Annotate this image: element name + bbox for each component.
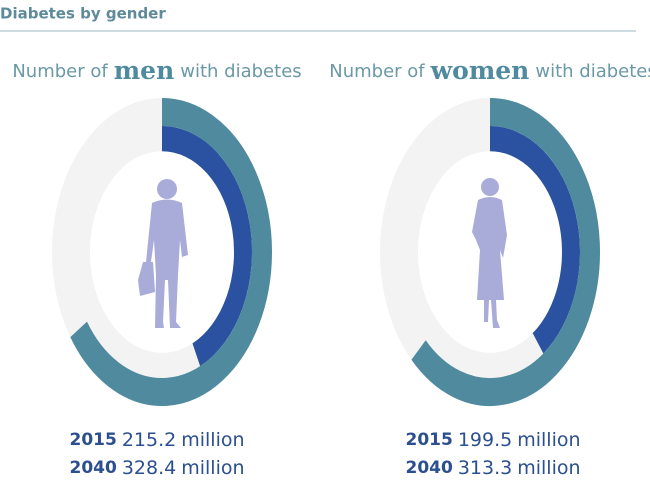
year-label: 2015 [69,430,116,450]
year-label: 2040 [69,458,116,478]
value-label: 215.2 [122,429,176,451]
title-part: Number of [12,61,108,82]
title-part: Number of [329,61,425,82]
chart-title: Number of men with diabetes [12,56,301,85]
value-row: 2015 199.5 million [405,429,580,451]
radial-chart [380,98,600,406]
ring-arc [489,126,580,354]
ring-arc [411,98,600,406]
value-row: 2040 328.4 million [69,457,244,479]
value-label: 328.4 [122,457,176,479]
title-part: with diabetes [535,61,650,82]
page-title: Diabetes by gender [0,5,166,23]
ring-arc [70,98,272,406]
unit-label: million [517,429,580,451]
title-part: with diabetes [180,61,301,82]
value-label: 199.5 [458,429,512,451]
unit-label: million [517,457,580,479]
year-label: 2015 [405,430,452,450]
title-part: men [114,56,175,85]
year-label: 2040 [405,458,452,478]
chart-title: Number of women with diabetes [329,56,650,85]
radial-chart [52,98,272,406]
woman-figure [472,178,507,328]
value-label: 313.3 [458,457,512,479]
man-figure [138,179,188,328]
title-part: women [430,56,530,85]
unit-label: million [181,457,244,479]
value-row: 2015 215.2 million [69,429,244,451]
ring-arc [161,126,252,367]
value-row: 2040 313.3 million [405,457,580,479]
unit-label: million [181,429,244,451]
